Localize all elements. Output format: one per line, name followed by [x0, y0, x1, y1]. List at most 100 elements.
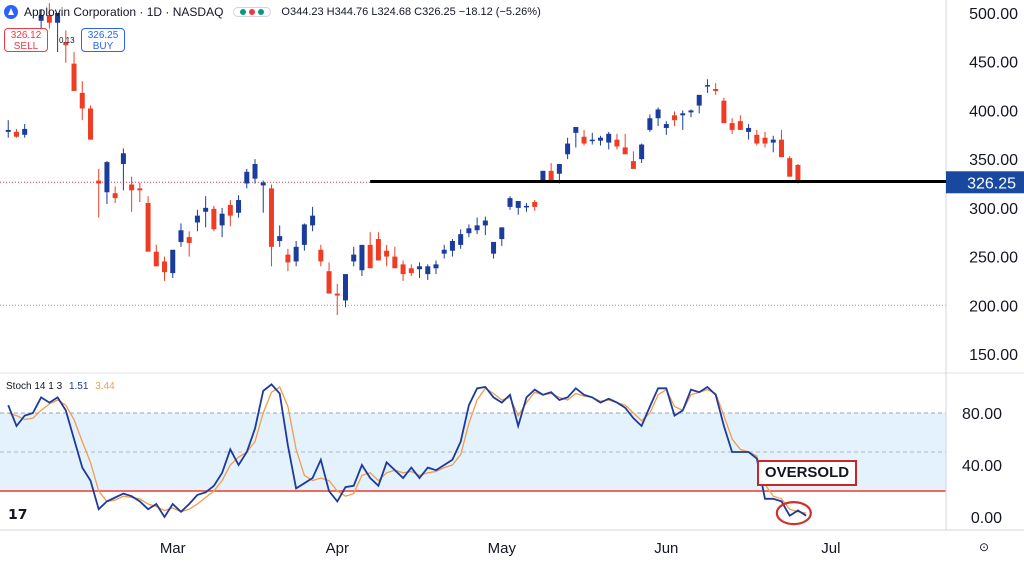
time-tick-label: Apr — [326, 540, 349, 557]
candle-body — [573, 126, 579, 133]
candle — [408, 264, 414, 277]
candle — [310, 206, 316, 232]
stoch-name: Stoch 14 1 3 — [6, 381, 63, 392]
candle — [746, 124, 752, 140]
candle — [194, 209, 200, 232]
symbol-header: Applovin Corporation · 1D · NASDAQ O344.… — [0, 2, 541, 22]
candle-body — [688, 110, 694, 113]
settings-icon[interactable]: ⊙ — [979, 540, 990, 554]
candle — [507, 196, 513, 210]
candle — [606, 131, 612, 150]
stoch-legend[interactable]: Stoch 14 1 3 1.51 3.44 — [6, 381, 115, 392]
candle-body — [441, 249, 447, 254]
candle-body — [639, 144, 645, 160]
candle — [688, 109, 694, 118]
candle-body — [375, 239, 381, 261]
last-price-badge — [946, 171, 1024, 194]
price-tick-label: 300.00 — [969, 201, 1018, 218]
candle — [13, 128, 19, 138]
candle — [227, 200, 233, 227]
candle-body — [499, 227, 505, 240]
spread-value: 0.13 — [59, 36, 75, 45]
candle-body — [737, 121, 743, 130]
candle-body — [713, 88, 719, 91]
candle — [762, 131, 768, 148]
candle — [129, 176, 135, 212]
candle — [704, 79, 710, 93]
candle-body — [491, 241, 497, 254]
candle-body — [392, 256, 398, 269]
candle — [778, 129, 784, 158]
candle — [754, 129, 760, 146]
candle-body — [474, 225, 480, 231]
candle-body — [318, 249, 324, 262]
candle-body — [219, 213, 225, 226]
candle — [178, 223, 184, 247]
candle — [342, 274, 348, 308]
stoch-k-value: 1.51 — [68, 381, 89, 392]
candle-body — [417, 266, 423, 270]
candle — [351, 246, 357, 267]
candle-body — [630, 161, 636, 169]
candle-body — [507, 198, 513, 207]
stoch-tick-label: 40.00 — [962, 458, 1002, 475]
candle-body — [310, 215, 316, 226]
candle-body — [696, 94, 702, 106]
candle-body — [79, 92, 85, 109]
market-status-dots[interactable] — [233, 7, 272, 17]
candle-body — [787, 158, 793, 177]
candle-body — [252, 164, 258, 179]
candle-body — [663, 124, 669, 128]
candle — [301, 223, 307, 251]
candle-body — [293, 246, 299, 262]
candle — [293, 240, 299, 267]
price-tick-label: 150.00 — [969, 347, 1018, 364]
candle-body — [400, 264, 406, 275]
candle-body — [589, 139, 595, 142]
candle — [647, 114, 653, 132]
candle — [696, 94, 702, 114]
buy-button[interactable]: 326.25 BUY — [81, 28, 125, 52]
candle-body — [211, 208, 217, 230]
candle — [211, 205, 217, 232]
candle — [219, 207, 225, 238]
candle-body — [515, 201, 521, 208]
tradingview-logo-icon[interactable]: 𝟭𝟳 — [8, 506, 28, 522]
candle — [573, 126, 579, 148]
candle — [655, 107, 661, 127]
candle — [285, 248, 291, 272]
candle-body — [38, 14, 44, 21]
candle-body — [194, 215, 200, 223]
candle — [548, 163, 554, 181]
candle-body — [384, 250, 390, 257]
candle — [268, 184, 274, 267]
candle — [433, 260, 439, 275]
candle-body — [565, 143, 571, 155]
candle-body — [186, 237, 192, 243]
candle — [55, 13, 61, 52]
oversold-marker-circle — [775, 500, 812, 526]
candle — [523, 202, 529, 212]
candle — [112, 186, 118, 203]
candle-body — [334, 293, 340, 296]
candle-body — [46, 14, 52, 23]
candle-body — [129, 184, 135, 191]
candle-body — [178, 230, 184, 242]
symbol-title[interactable]: Applovin Corporation · 1D · NASDAQ — [24, 5, 224, 19]
candle — [721, 97, 727, 124]
candle — [672, 111, 678, 127]
stoch-d-value: 3.44 — [95, 381, 115, 392]
candle-body — [762, 137, 768, 144]
time-tick-label: May — [488, 540, 517, 557]
candle — [458, 229, 464, 249]
candle — [5, 120, 11, 138]
candle — [787, 156, 793, 177]
candle-body — [482, 220, 488, 226]
sell-button[interactable]: 326.12 SELL — [4, 28, 48, 52]
candle — [515, 201, 521, 215]
candle — [499, 227, 505, 246]
candle-body — [203, 207, 209, 212]
candle-body — [729, 123, 735, 130]
candle — [260, 180, 266, 213]
